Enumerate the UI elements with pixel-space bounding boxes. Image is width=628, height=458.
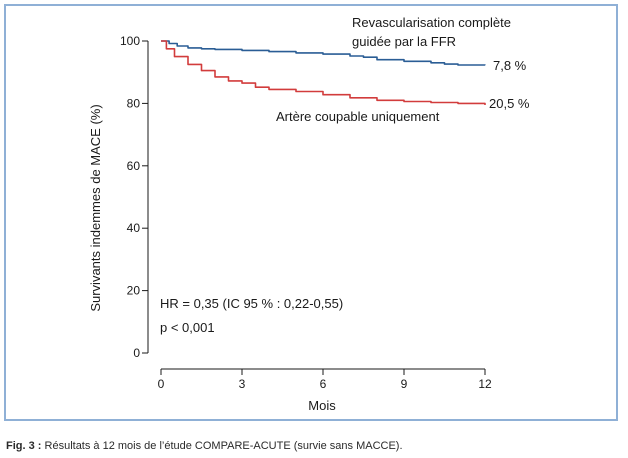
x-tick-label: 9 [401, 377, 408, 391]
caption-prefix: Fig. 3 : [6, 440, 42, 452]
y-tick-label: 40 [127, 221, 141, 235]
p-value-annotation: p < 0,001 [160, 320, 215, 335]
series-label-ffr-line2: guidée par la FFR [352, 34, 456, 49]
series-layer [161, 40, 486, 105]
figure-frame [4, 4, 618, 421]
series-end-label-ffr: 7,8 % [493, 58, 527, 73]
y-tick-label: 20 [127, 284, 141, 298]
y-tick-label: 60 [127, 159, 141, 173]
series-label-culprit: Artère coupable uniquement [276, 109, 440, 124]
x-tick-label: 6 [320, 377, 327, 391]
survival-chart: 0 20 40 60 80 100 0 3 6 9 12 Survivants indemmes d… [88, 15, 530, 413]
series-line-ffr [161, 40, 486, 66]
figure-caption: Fig. 3 : Résultats à 12 mois de l’étude … [6, 440, 403, 452]
caption-text: Résultats à 12 mois de l’étude COMPARE-A… [41, 440, 403, 452]
axes: 0 20 40 60 80 100 0 3 6 9 12 [120, 34, 492, 391]
x-tick-label: 3 [239, 377, 246, 391]
x-tick-label: 12 [478, 377, 492, 391]
y-tick-label: 100 [120, 34, 140, 48]
x-tick-label: 0 [158, 377, 165, 391]
series-label-ffr-line1: Revascularisation complète [352, 15, 511, 30]
hazard-ratio-annotation: HR = 0,35 (IC 95 % : 0,22-0,55) [160, 296, 343, 311]
y-axis-title: Survivants indemmes de MACE (%) [88, 104, 103, 311]
y-tick-label: 80 [127, 96, 141, 110]
x-axis-title: Mois [308, 398, 336, 413]
series-line-culprit [161, 40, 486, 105]
series-end-label-culprit: 20,5 % [489, 96, 530, 111]
y-tick-label: 0 [133, 346, 140, 360]
